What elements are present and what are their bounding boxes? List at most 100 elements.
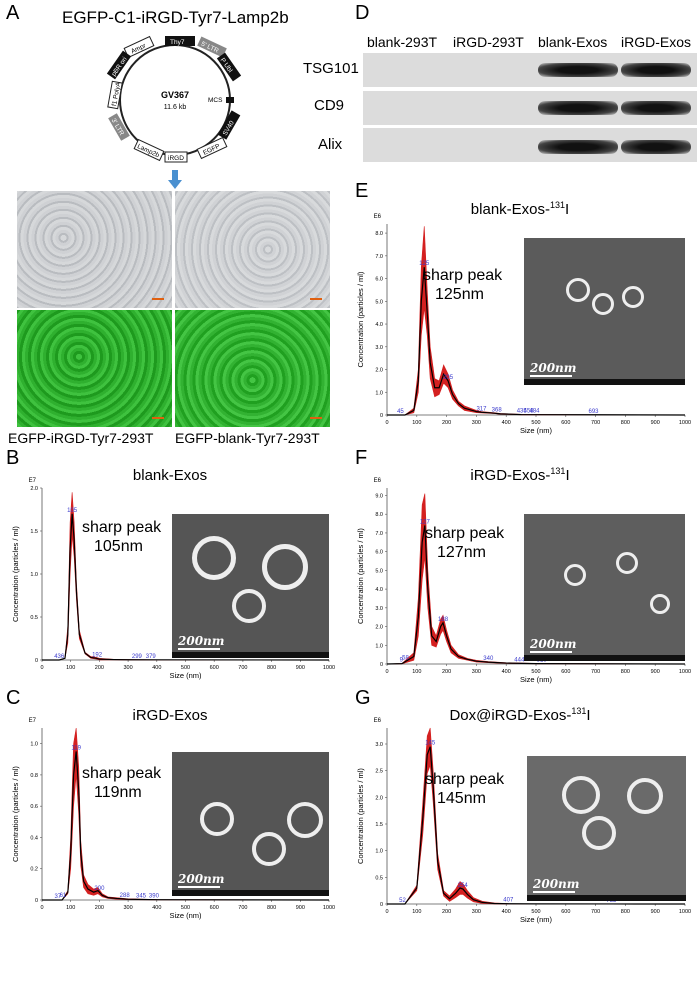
x-tick-label: 700 bbox=[591, 909, 600, 915]
y-tick-label: 7.0 bbox=[375, 254, 383, 260]
wb-band bbox=[621, 63, 691, 77]
scale-bar bbox=[152, 417, 164, 419]
y-tick-label: 1.0 bbox=[375, 390, 383, 396]
peak-label: 9 bbox=[400, 658, 404, 664]
x-tick-label: 600 bbox=[210, 665, 219, 671]
x-tick-label: 0 bbox=[385, 669, 388, 675]
peak-label: 61 bbox=[60, 893, 67, 899]
tem-scale-label: 200nm bbox=[178, 634, 225, 648]
x-tick-label: 100 bbox=[66, 905, 75, 911]
peak-annotation: 127nm bbox=[437, 544, 486, 561]
x-tick-label: 400 bbox=[152, 905, 161, 911]
y-exponent: E6 bbox=[374, 718, 382, 724]
y-tick-label: 0.4 bbox=[30, 835, 38, 841]
vesicle bbox=[200, 802, 234, 836]
tem-scale-label: 200nm bbox=[178, 872, 225, 886]
plasmid-name: GV367 bbox=[161, 90, 189, 100]
x-tick-label: 0 bbox=[385, 909, 388, 915]
y-tick-label: 5.0 bbox=[375, 568, 383, 574]
x-axis-label: Size (nm) bbox=[169, 911, 202, 920]
x-tick-label: 300 bbox=[472, 420, 481, 426]
y-tick-label: 1.5 bbox=[375, 822, 383, 828]
y-tick-label: 8.0 bbox=[375, 231, 383, 237]
y-tick-label: 0.5 bbox=[30, 615, 38, 621]
y-axis-label: Concentration (particles / ml) bbox=[11, 766, 20, 862]
x-tick-label: 300 bbox=[472, 909, 481, 915]
tem-scale-label: 200nm bbox=[530, 361, 577, 375]
x-tick-label: 700 bbox=[591, 420, 600, 426]
y-tick-label: 2.0 bbox=[375, 368, 383, 374]
chart-dox-irgd-exos-131i: Dox@iRGD-Exos-131I E6 0 100 200 300 400 500 600 7… bbox=[356, 706, 691, 924]
wb-band bbox=[621, 101, 691, 115]
y-tick-label: 0.5 bbox=[375, 875, 383, 881]
x-tick-label: 900 bbox=[296, 905, 305, 911]
y-exponent: E6 bbox=[374, 478, 382, 484]
vesicle bbox=[192, 536, 236, 580]
x-tick-label: 500 bbox=[181, 665, 190, 671]
vesicle bbox=[566, 278, 590, 302]
x-tick-label: 700 bbox=[591, 669, 600, 675]
peak-annotation: sharp peak bbox=[423, 267, 503, 284]
tem-image-blank-exos-131i: 200nm bbox=[524, 238, 685, 385]
chart-title: blank-Exos bbox=[133, 467, 207, 484]
x-tick-label: 1000 bbox=[323, 905, 335, 911]
y-tick-label: 1.0 bbox=[30, 572, 38, 578]
x-axis-label: Size (nm) bbox=[169, 671, 202, 680]
x-tick-label: 900 bbox=[651, 669, 660, 675]
chart-title: Dox@iRGD-Exos-131I bbox=[449, 706, 590, 724]
peak-label: 192 bbox=[92, 652, 103, 658]
wb-col-irgd-exos: iRGD-Exos bbox=[621, 34, 692, 50]
vesicle bbox=[252, 832, 286, 866]
wb-blot-cd9 bbox=[363, 91, 697, 125]
x-tick-label: 800 bbox=[621, 669, 630, 675]
y-tick-label: 0.8 bbox=[30, 773, 38, 779]
x-axis-label: Size (nm) bbox=[520, 426, 553, 435]
x-tick-label: 700 bbox=[238, 905, 247, 911]
x-tick-label: 500 bbox=[181, 905, 190, 911]
cell-label-irgd: EGFP-iRGD-Tyr7-293T bbox=[8, 430, 154, 446]
x-axis-label: Size (nm) bbox=[520, 915, 553, 924]
x-tick-label: 900 bbox=[651, 420, 660, 426]
feature-f1-polya: f1 PolyA bbox=[111, 81, 122, 107]
tem-image-dox-irgd-exos-131i: 200nm bbox=[527, 756, 686, 901]
peak-label: 317 bbox=[476, 406, 487, 412]
y-tick-label: 5.0 bbox=[375, 299, 383, 305]
peak-annotation: 125nm bbox=[435, 286, 484, 303]
tem-scale-bar bbox=[530, 375, 572, 377]
peak-label: 188 bbox=[438, 617, 449, 623]
wb-blot-alix bbox=[363, 128, 697, 162]
y-axis-label: Concentration (particles / ml) bbox=[356, 271, 365, 367]
wb-col-irgd-293t: iRGD-293T bbox=[453, 34, 524, 50]
down-arrow-icon bbox=[168, 170, 182, 189]
chart-title: blank-Exos-131I bbox=[471, 200, 569, 218]
mean-line bbox=[42, 513, 330, 661]
x-tick-label: 200 bbox=[442, 420, 451, 426]
tem-scale-bar bbox=[533, 891, 575, 893]
peak-label: 145 bbox=[425, 741, 436, 747]
tem-scale-bar bbox=[178, 648, 220, 650]
x-tick-label: 800 bbox=[267, 665, 276, 671]
y-tick-label: 6.0 bbox=[375, 550, 383, 556]
wb-row-tsg101: TSG101 bbox=[303, 60, 359, 77]
panel-letter-b: B bbox=[6, 447, 20, 469]
y-tick-label: 2.0 bbox=[375, 795, 383, 801]
vesicle bbox=[232, 589, 266, 623]
fluorescence-irgd-image bbox=[17, 310, 172, 427]
feature-irgd: iRGD bbox=[168, 155, 184, 162]
peak-annotation: 105nm bbox=[94, 538, 143, 555]
x-tick-label: 400 bbox=[502, 420, 511, 426]
tem-image-irgd-exos-131i: 200nm bbox=[524, 514, 685, 661]
wb-band bbox=[538, 63, 618, 77]
x-tick-label: 500 bbox=[531, 420, 540, 426]
y-axis-label: Concentration (particles / ml) bbox=[356, 768, 365, 864]
y-tick-label: 3.0 bbox=[375, 742, 383, 748]
wb-band bbox=[621, 140, 691, 154]
x-tick-label: 1000 bbox=[679, 909, 691, 915]
peak-label: 484 bbox=[530, 409, 541, 415]
vesicle bbox=[592, 293, 614, 315]
x-tick-label: 900 bbox=[296, 665, 305, 671]
x-tick-label: 400 bbox=[502, 669, 511, 675]
tem-scale-label: 200nm bbox=[530, 637, 577, 651]
peak-label: 435 bbox=[517, 409, 528, 415]
x-tick-label: 600 bbox=[561, 420, 570, 426]
